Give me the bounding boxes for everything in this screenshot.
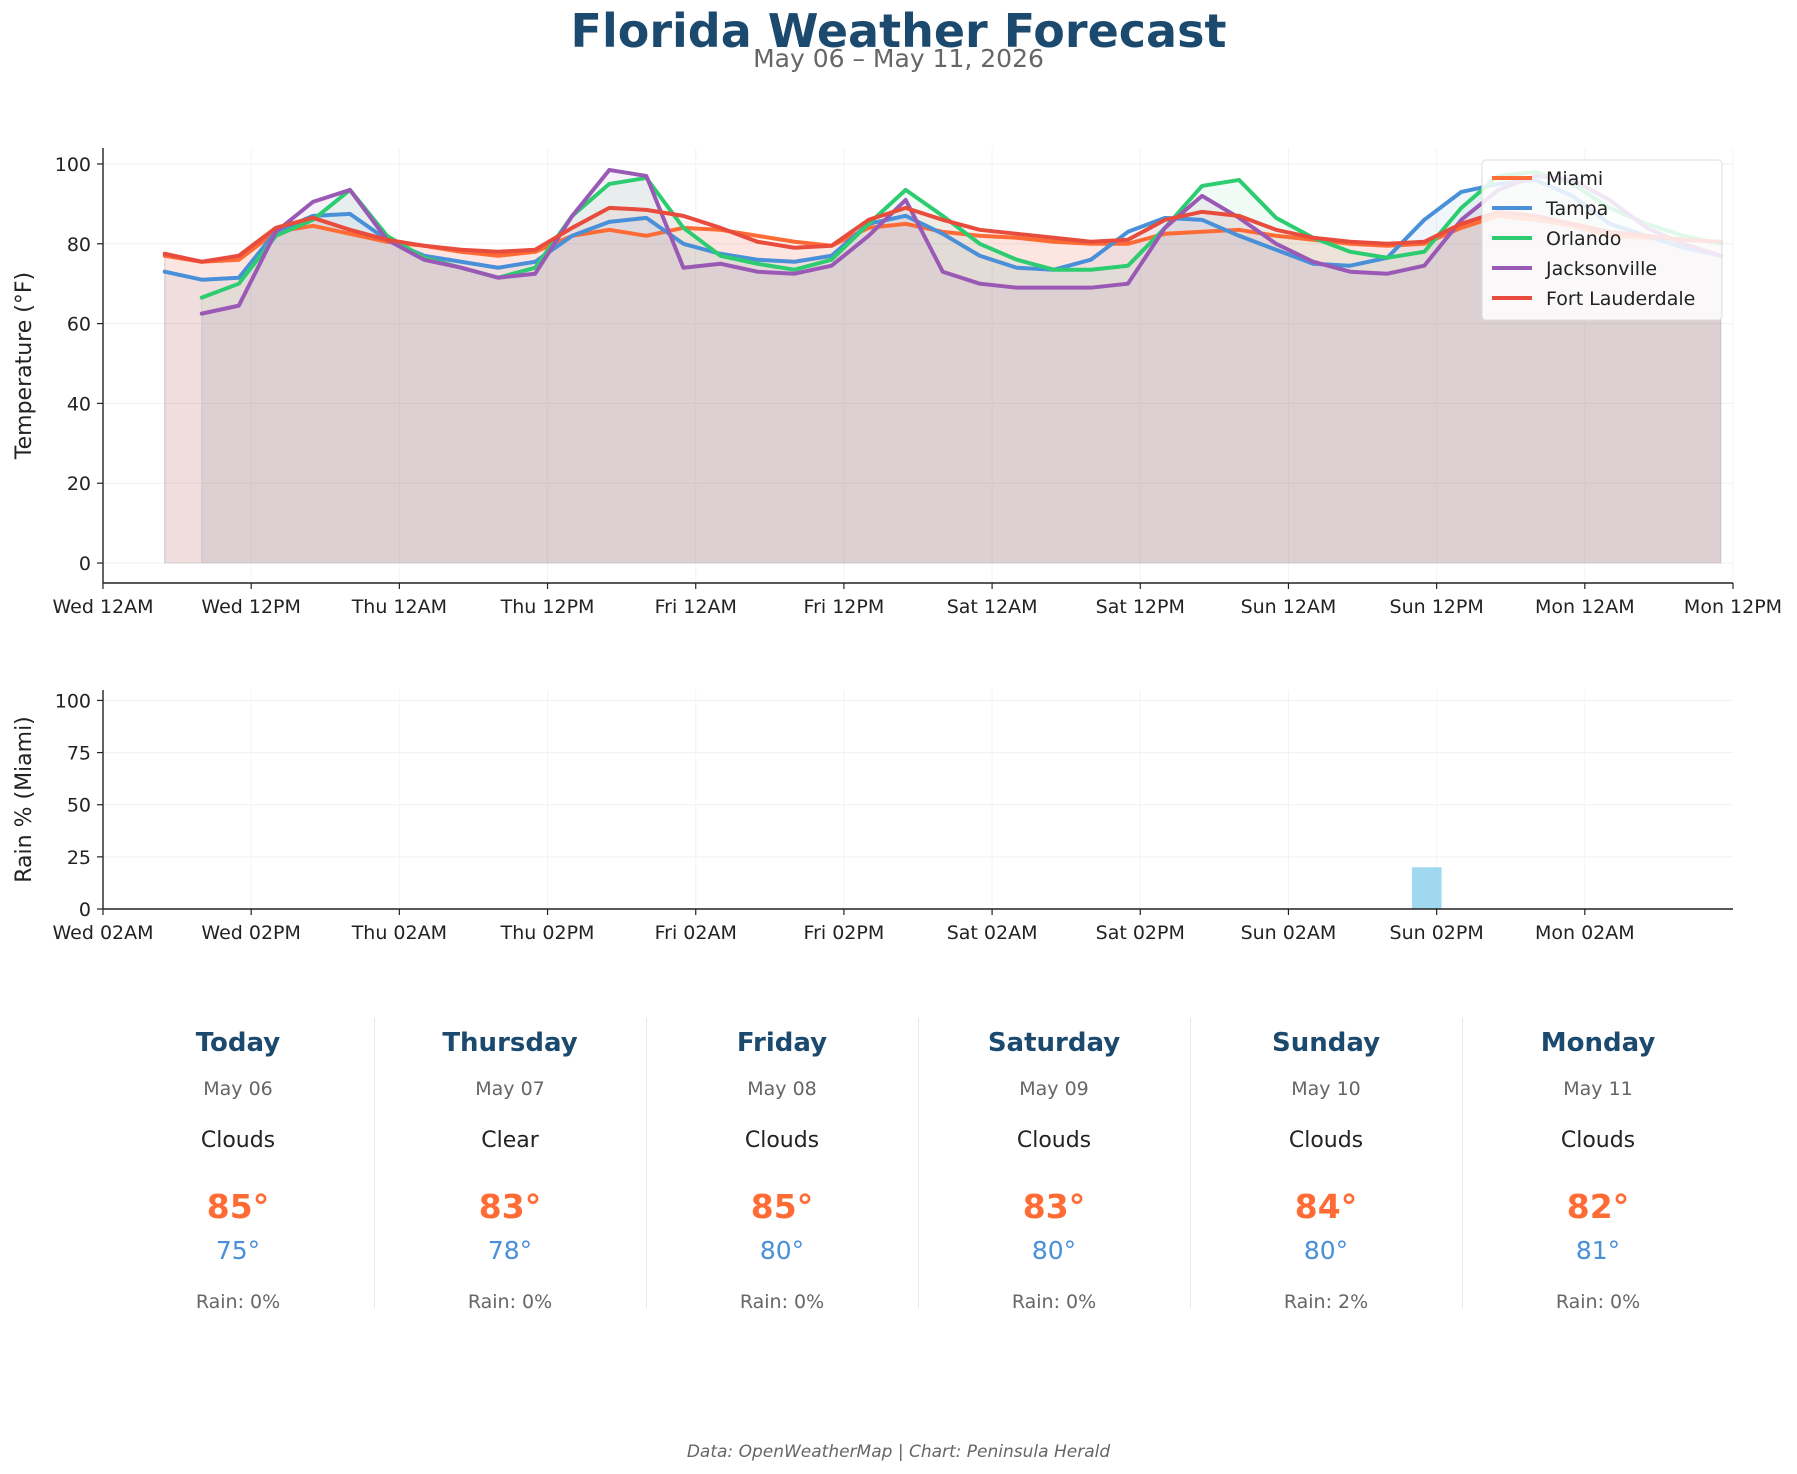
forecast-high: 83°	[478, 1187, 542, 1226]
forecast-rain: Rain: 0%	[467, 1291, 553, 1313]
forecast-rain: Rain: 0%	[739, 1291, 825, 1313]
legend-label-jacksonville: Jacksonville	[1545, 258, 1657, 280]
x-tick-label: Sun 02AM	[1241, 922, 1337, 944]
legend-box	[1481, 159, 1723, 321]
x-tick-label: Sat 12PM	[1096, 596, 1185, 618]
forecast-card-5: Monday May 11 Clouds 82° 81° Rain: 0%	[1463, 1015, 1733, 1315]
forecast-rain: Rain: 0%	[1011, 1291, 1097, 1313]
forecast-low: 78°	[487, 1236, 533, 1265]
forecast-low: 75°	[215, 1236, 261, 1265]
forecast-card-0: Today May 06 Clouds 85° 75° Rain: 0%	[103, 1015, 373, 1315]
x-tick-label: Thu 12AM	[351, 596, 447, 618]
y-tick-label: 100	[55, 154, 91, 176]
forecast-date: May 07	[475, 1078, 545, 1100]
temperature-chart: 0 20 40 60 80 100 Wed 12AM Wed 12PM Thu 12AM Thu …	[12, 148, 1782, 618]
y-tick-label: 50	[67, 795, 91, 817]
x-tick-label: Thu 02PM	[500, 922, 595, 944]
y-tick-label: 40	[67, 393, 91, 415]
forecast-low: 81°	[1575, 1236, 1621, 1265]
forecast-rain: Rain: 0%	[1555, 1291, 1641, 1313]
x-tick-label: Mon 12PM	[1684, 596, 1782, 618]
legend-label-miami: Miami	[1546, 168, 1603, 190]
card-divider	[918, 1018, 919, 1308]
forecast-day: Friday	[736, 1028, 828, 1058]
forecast-high: 83°	[1022, 1187, 1086, 1226]
x-tick-label: Thu 02AM	[351, 922, 447, 944]
x-tick-label: Sat 02PM	[1096, 922, 1185, 944]
series-line-jacksonville	[199, 167, 1723, 316]
legend-label-tampa: Tampa	[1545, 198, 1608, 220]
rain-bar	[1411, 867, 1442, 909]
forecast-day: Thursday	[442, 1028, 578, 1058]
y-tick-label: 100	[55, 690, 91, 712]
forecast-day: Today	[195, 1028, 281, 1058]
legend-label-orlando: Orlando	[1546, 228, 1621, 250]
card-divider	[1462, 1018, 1463, 1308]
page-subtitle: May 06 – May 11, 2026	[753, 44, 1044, 73]
x-tick-label: Sun 02PM	[1390, 922, 1484, 944]
x-tick-label: Sun 12PM	[1390, 596, 1484, 618]
forecast-low: 80°	[1031, 1236, 1077, 1265]
forecast-card-3: Saturday May 09 Clouds 83° 80° Rain: 0%	[919, 1015, 1189, 1315]
forecast-card-2: Friday May 08 Clouds 85° 80° Rain: 0%	[647, 1015, 917, 1315]
forecast-low: 80°	[759, 1236, 805, 1265]
y-tick-label: 75	[67, 743, 91, 765]
x-tick-label: Fri 12AM	[655, 596, 737, 618]
forecast-high: 82°	[1566, 1187, 1630, 1226]
forecast-condition: Clouds	[1288, 1128, 1364, 1153]
x-tick-label: Fri 02AM	[655, 922, 737, 944]
forecast-low: 80°	[1303, 1236, 1349, 1265]
forecast-rain: Rain: 0%	[195, 1291, 281, 1313]
forecast-condition: Clouds	[744, 1128, 820, 1153]
y-tick-label: 80	[67, 234, 91, 256]
forecast-condition: Clouds	[1016, 1128, 1092, 1153]
forecast-condition: Clear	[481, 1128, 539, 1153]
forecast-high: 85°	[206, 1187, 270, 1226]
forecast-high: 84°	[1294, 1187, 1358, 1226]
forecast-date: May 10	[1291, 1078, 1361, 1100]
forecast-day: Monday	[1540, 1028, 1656, 1058]
y-axis-label: Rain % (Miami)	[12, 716, 37, 883]
x-tick-label: Fri 12PM	[804, 596, 885, 618]
rain-chart: 0 25 50 75 100 Wed 02AM Wed 02PM Thu 02AM Thu 02…	[12, 690, 1733, 944]
y-tick-label: 25	[67, 847, 91, 869]
forecast-card-1: Thursday May 07 Clear 83° 78° Rain: 0%	[375, 1015, 645, 1315]
legend-label-fort-lauderdale: Fort Lauderdale	[1546, 288, 1695, 310]
x-tick-label: Fri 02PM	[804, 922, 885, 944]
charts-canvas: 0 20 40 60 80 100 Wed 12AM Wed 12PM Thu 12AM Thu …	[12, 148, 1782, 944]
y-tick-label: 0	[79, 553, 91, 575]
forecast-condition: Clouds	[1560, 1128, 1636, 1153]
x-tick-label: Wed 02AM	[52, 922, 153, 944]
card-divider	[1190, 1018, 1191, 1308]
y-axis-label: Temperature (°F)	[12, 272, 37, 460]
forecast-date: May 08	[747, 1078, 817, 1100]
forecast-day: Sunday	[1271, 1028, 1381, 1058]
page-title: Florida Weather Forecast	[570, 4, 1227, 58]
forecast-date: May 11	[1563, 1078, 1633, 1100]
x-tick-label: Mon 02AM	[1535, 922, 1635, 944]
y-tick-label: 0	[79, 899, 91, 921]
forecast-rain: Rain: 2%	[1283, 1291, 1369, 1313]
x-tick-label: Wed 12AM	[52, 596, 153, 618]
card-divider	[646, 1018, 647, 1308]
forecast-card-4: Sunday May 10 Clouds 84° 80° Rain: 2%	[1191, 1015, 1461, 1315]
x-tick-label: Sat 12AM	[947, 596, 1038, 618]
x-tick-label: Thu 12PM	[500, 596, 595, 618]
x-tick-label: Mon 12AM	[1535, 596, 1635, 618]
y-tick-label: 20	[67, 473, 91, 495]
forecast-day: Saturday	[987, 1028, 1121, 1058]
x-tick-label: Sun 12AM	[1241, 596, 1337, 618]
forecast-date: May 06	[203, 1078, 273, 1100]
card-divider	[374, 1018, 375, 1308]
forecast-date: May 09	[1019, 1078, 1089, 1100]
footer-credit: Data: OpenWeatherMap | Chart: Peninsula …	[686, 1442, 1111, 1462]
x-tick-label: Wed 02PM	[201, 922, 301, 944]
forecast-high: 85°	[750, 1187, 814, 1226]
x-tick-label: Sat 02AM	[947, 922, 1038, 944]
forecast-condition: Clouds	[200, 1128, 276, 1153]
y-tick-label: 60	[67, 314, 91, 336]
x-tick-label: Wed 12PM	[201, 596, 301, 618]
